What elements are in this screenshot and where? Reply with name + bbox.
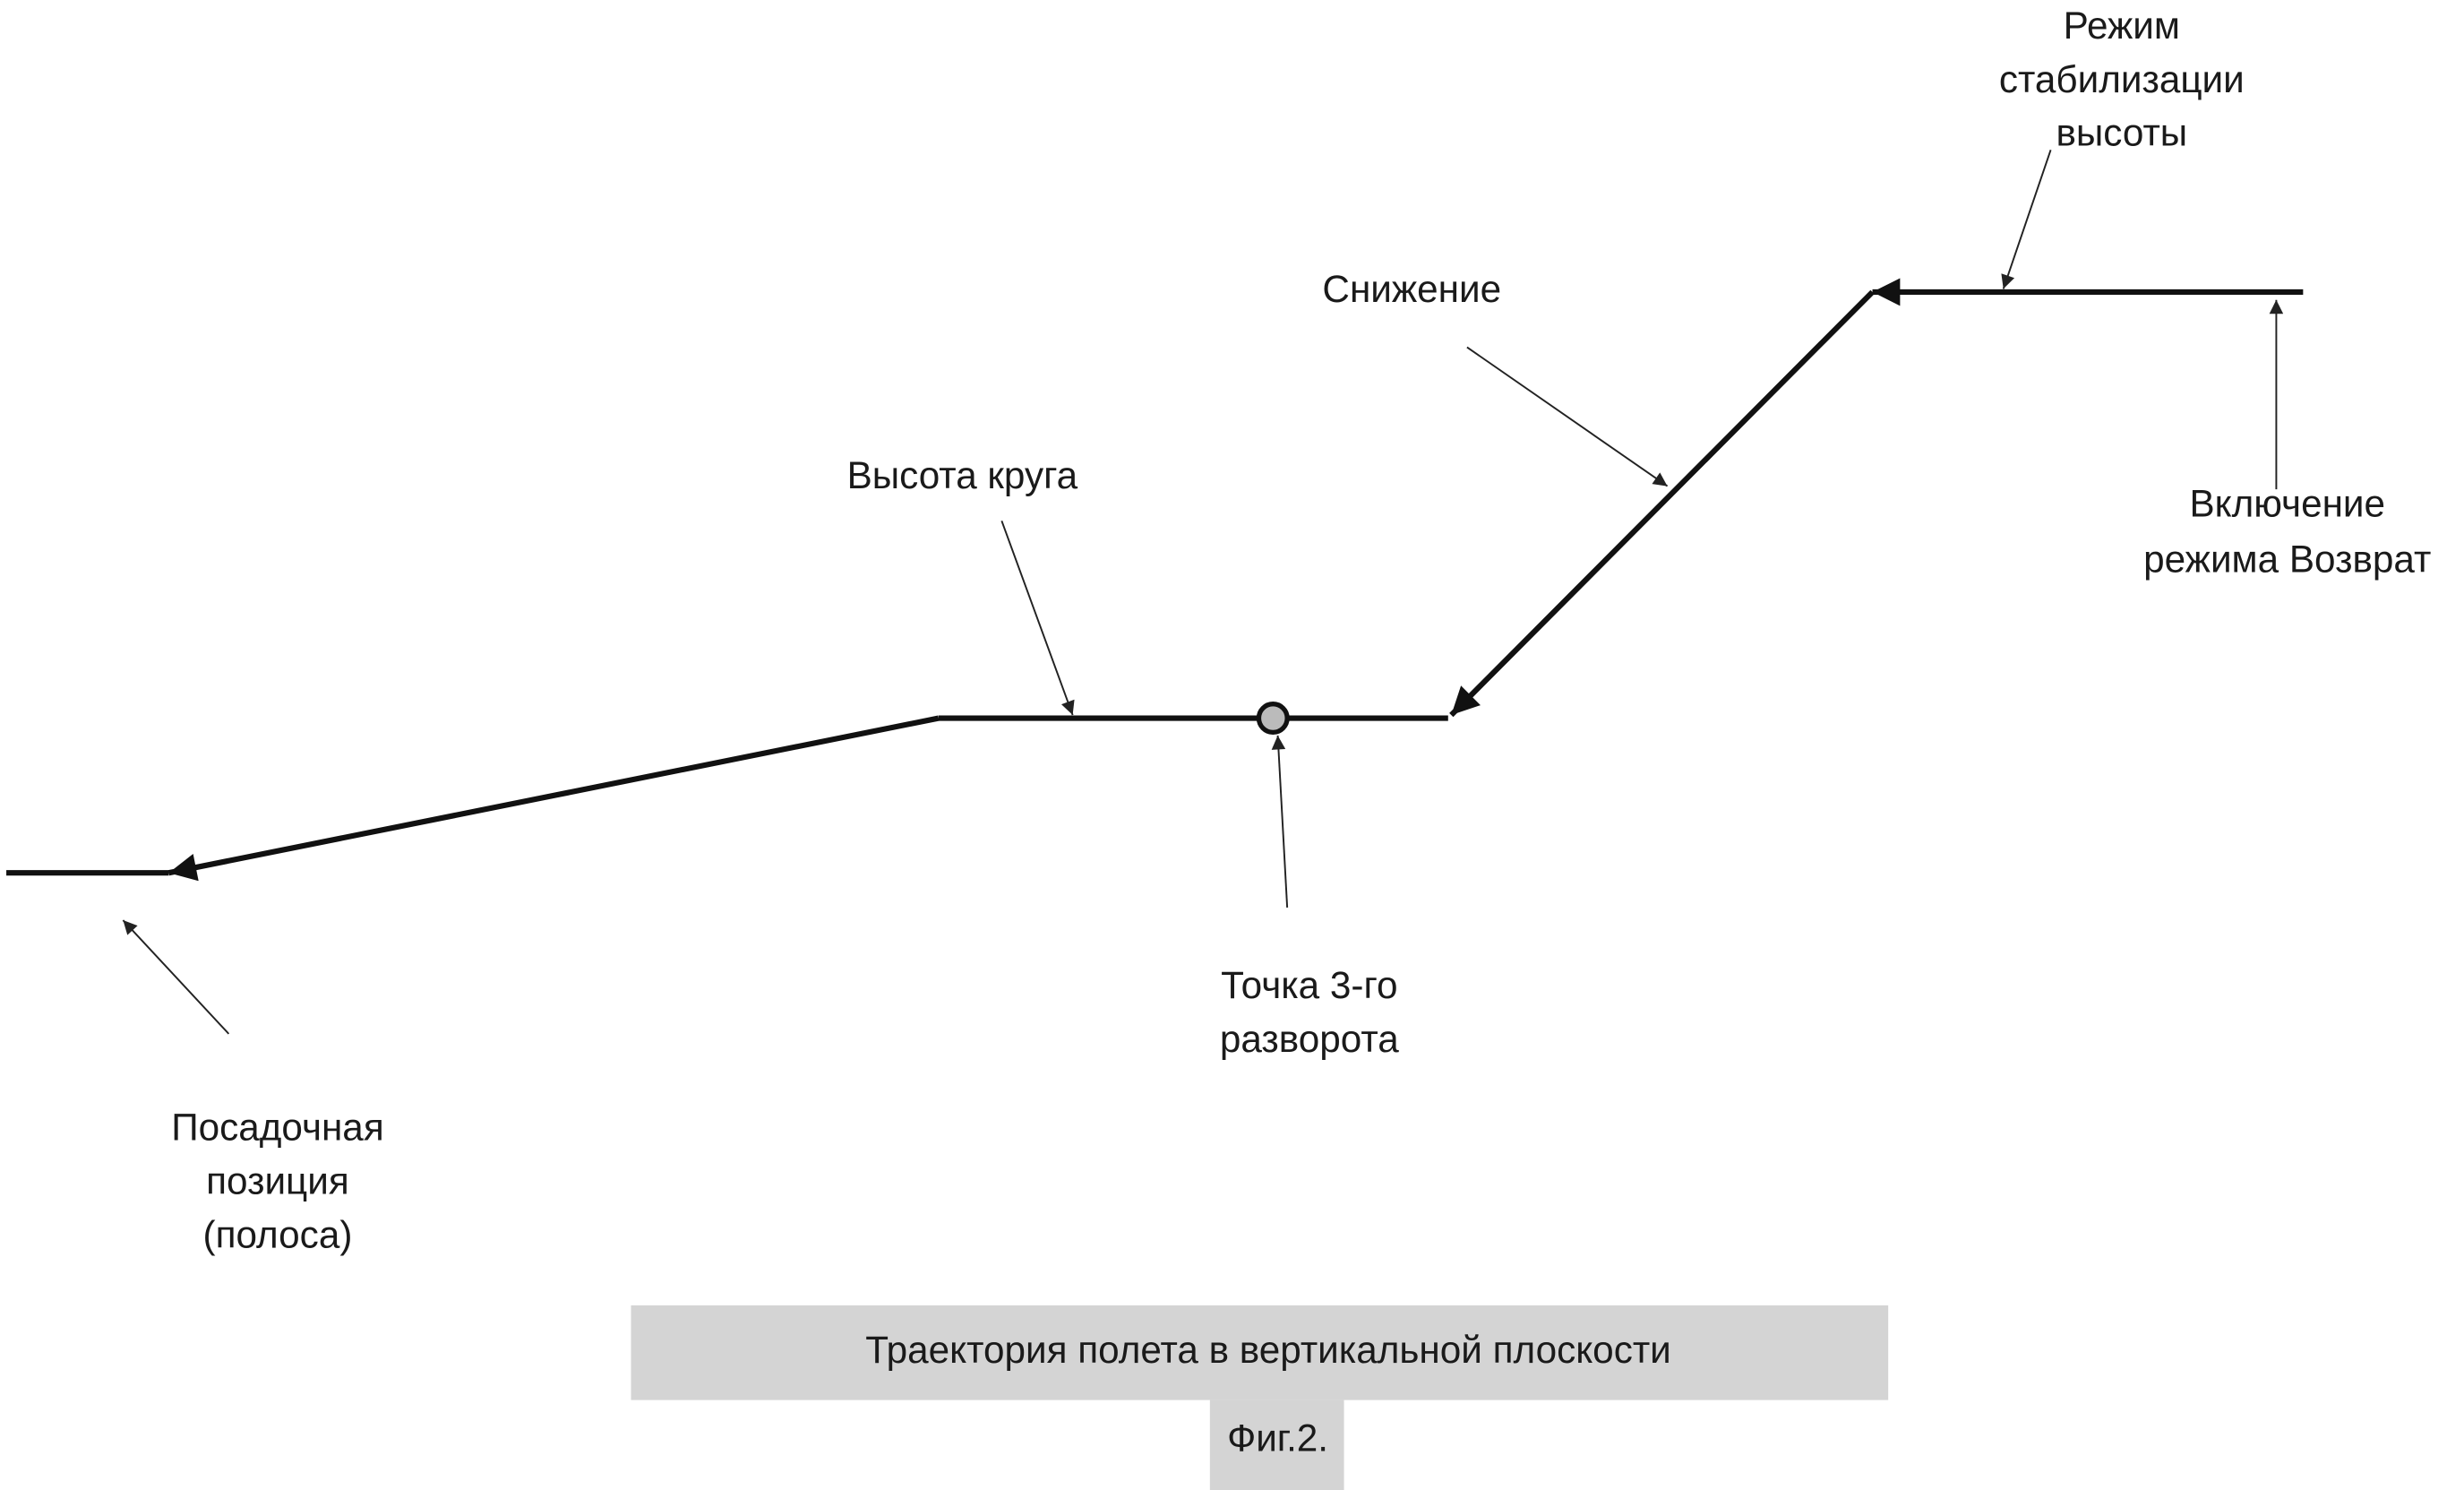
pointer — [1000, 521, 1075, 716]
pointers — [122, 150, 2284, 1035]
pointer — [1271, 735, 1289, 909]
caption-title: Траектория полета в вертикальной плоскос… — [865, 1329, 1671, 1371]
descent-segment — [1449, 289, 1875, 718]
label-line: режима Возврат — [2143, 538, 2431, 580]
label-line: (полоса) — [203, 1213, 353, 1255]
label-line: Посадочная — [171, 1107, 384, 1149]
caption-box — [631, 1305, 1889, 1400]
pointer — [2001, 150, 2052, 289]
pointer — [1466, 346, 1669, 487]
label-line: Режим — [2064, 4, 2180, 47]
label-line: высоты — [2056, 112, 2187, 154]
trajectory — [6, 278, 2304, 882]
approach-segment — [167, 715, 940, 882]
label-line: позиция — [206, 1159, 349, 1201]
label-line: разворота — [1220, 1018, 1399, 1060]
figure-label: Фиг.2. — [1227, 1417, 1328, 1460]
label-line: Точка 3-го — [1221, 964, 1397, 1006]
figure-box — [1209, 1400, 1344, 1490]
pointer — [122, 919, 230, 1035]
turn-point — [1256, 702, 1290, 736]
label-line: Снижение — [1322, 268, 1501, 310]
caption: Траектория полета в вертикальной плоскос… — [631, 1305, 1889, 1490]
labels: Режим стабилизации высоты Снижение Высот… — [171, 4, 2431, 1255]
label-line: стабилизации — [1999, 58, 2245, 100]
label-line: Включение — [2189, 483, 2385, 525]
label-line: Высота круга — [847, 454, 1078, 496]
